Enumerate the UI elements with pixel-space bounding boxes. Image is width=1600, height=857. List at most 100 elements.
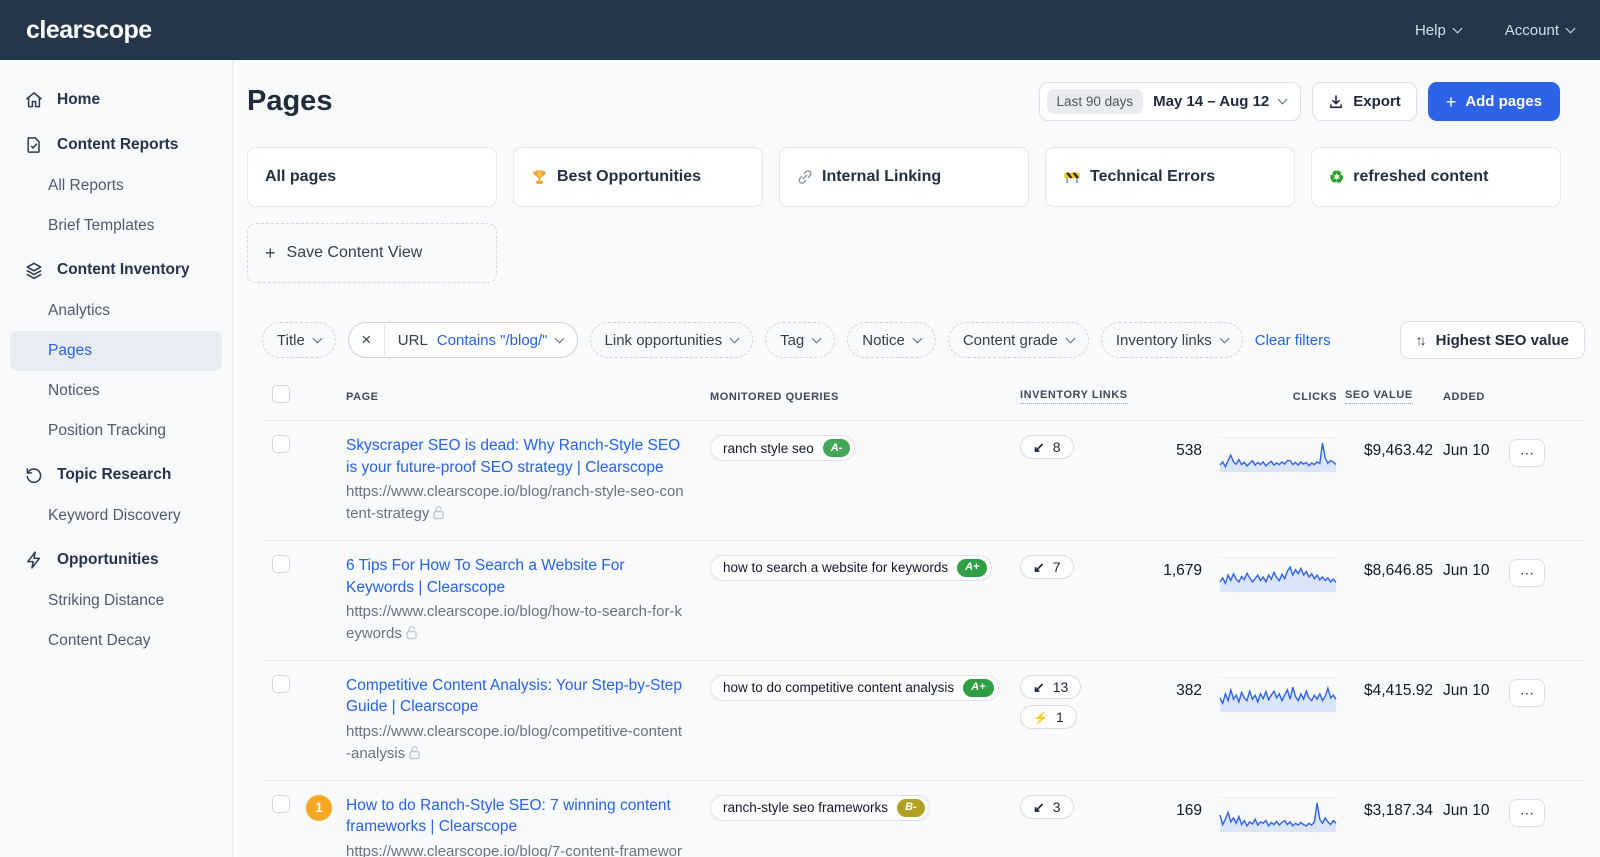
sidebar-item-content-reports[interactable]: Content Reports [0, 124, 232, 166]
inventory-links-count[interactable]: ↙ 3 [1020, 794, 1074, 819]
column-header-added[interactable]: ADDED [1443, 390, 1485, 403]
view-card-technical-errors[interactable]: Technical Errors [1045, 147, 1295, 207]
sort-label: Highest SEO value [1435, 331, 1569, 349]
filter-pill-notice[interactable]: Notice [847, 322, 936, 358]
query-text: how to search a website for keywords [723, 560, 949, 576]
monitored-query-pill[interactable]: ranch style seo A- [710, 435, 856, 462]
content-grade-badge: B- [897, 798, 925, 817]
column-header-clicks[interactable]: CLICKS [1292, 390, 1337, 403]
view-card-label: Technical Errors [1090, 168, 1216, 185]
chevron-down-icon [1277, 94, 1288, 105]
filter-pill-content-grade[interactable]: Content grade [947, 322, 1089, 358]
inventory-links-count[interactable]: ↙ 13 [1020, 674, 1082, 699]
ellipsis-icon: ⋯ [1520, 445, 1534, 461]
monitored-query-pill[interactable]: ranch-style seo frameworks B- [710, 794, 930, 821]
sidebar-item-brief-templates[interactable]: Brief Templates [48, 217, 155, 234]
column-header-monitored-queries: MONITORED QUERIES [710, 390, 839, 403]
query-text: ranch style seo [723, 440, 814, 456]
account-menu[interactable]: Account [1505, 22, 1576, 39]
inventory-links-count[interactable]: ⚡ 1 [1020, 704, 1077, 729]
bolt-icon: ⚡ [1033, 710, 1048, 725]
save-content-view-button[interactable]: + Save Content View [247, 223, 497, 283]
select-all-checkbox[interactable] [272, 385, 290, 403]
content-grade-badge: A- [822, 439, 851, 458]
chevron-down-icon [1065, 333, 1076, 343]
chevron-down-icon [554, 333, 564, 343]
page-title-link[interactable]: 6 Tips For How To Search a Website For K… [346, 556, 625, 596]
filter-pill-inventory-links[interactable]: Inventory links [1100, 322, 1243, 358]
filter-pill-title[interactable]: Title [262, 322, 336, 358]
filter-value[interactable]: Contains "/blog/" [437, 332, 577, 349]
sidebar-item-position-tracking[interactable]: Position Tracking [48, 422, 167, 439]
sidebar-item-topic-research[interactable]: Topic Research [0, 454, 232, 496]
sidebar-item-striking-distance[interactable]: Striking Distance [48, 592, 165, 609]
sidebar-item-content-decay[interactable]: Content Decay [48, 632, 151, 649]
row-checkbox[interactable] [272, 554, 290, 573]
sort-button[interactable]: ↑↓ Highest SEO value [1399, 321, 1585, 359]
row-menu-button[interactable]: ⋯ [1509, 798, 1545, 827]
unlocked-lock-icon [406, 625, 417, 640]
inbound-link-icon: ↙ [1033, 439, 1045, 455]
filter-pill-label: Tag [780, 331, 805, 349]
seo-value: $3,187.34 [1364, 801, 1433, 819]
unlocked-lock-icon [433, 506, 445, 520]
seo-value: $9,463.42 [1364, 442, 1433, 459]
link-count: 7 [1052, 558, 1061, 575]
sidebar-item-label: Content Reports [57, 136, 179, 153]
sidebar-item-opportunities[interactable]: Opportunities [0, 539, 232, 581]
filter-field-label: URL [397, 331, 428, 349]
clear-filters-link[interactable]: Clear filters [1254, 331, 1331, 349]
page-title: Pages [247, 85, 333, 117]
help-menu[interactable]: Help [1414, 21, 1463, 39]
inbound-link-icon: ↙ [1033, 558, 1045, 575]
construction-icon [1063, 169, 1081, 185]
sidebar-item-all-reports[interactable]: All Reports [48, 177, 124, 194]
inventory-links-count[interactable]: ↙ 8 [1020, 435, 1074, 459]
topic-research-icon [24, 465, 44, 485]
content-inventory-icon [24, 260, 44, 280]
app-logo[interactable]: clearscope [26, 15, 152, 44]
row-checkbox[interactable] [272, 435, 290, 453]
view-card-refreshed-content[interactable]: ♻ refreshed content [1311, 147, 1561, 207]
date-range-button[interactable]: Last 90 days May 14 – Aug 12 [1038, 82, 1302, 121]
page-title-link[interactable]: Competitive Content Analysis: Your Step-… [346, 676, 683, 716]
sidebar-item-content-inventory[interactable]: Content Inventory [0, 249, 232, 291]
column-header-seo-value[interactable]: SEO VALUE [1337, 389, 1433, 404]
row-menu-button[interactable]: ⋯ [1509, 678, 1545, 707]
sidebar-item-notices[interactable]: Notices [48, 382, 100, 399]
row-menu-button[interactable]: ⋯ [1509, 439, 1545, 467]
page-url: https://www.clearscope.io/blog/7-content… [346, 843, 682, 857]
clicks-value: 538 [1176, 442, 1202, 459]
inbound-link-icon: ↙ [1033, 798, 1045, 815]
view-card-best-opportunities[interactable]: Best Opportunities [513, 147, 763, 207]
sidebar-item-analytics[interactable]: Analytics [48, 302, 111, 319]
page-title-link[interactable]: Skyscraper SEO is dead: Why Ranch-Style … [346, 437, 681, 476]
column-header-inventory-links[interactable]: INVENTORY LINKS [1020, 389, 1160, 404]
view-card-internal-linking[interactable]: Internal Linking [779, 147, 1029, 207]
export-button[interactable]: Export [1312, 82, 1417, 121]
sidebar-item-keyword-discovery[interactable]: Keyword Discovery [48, 507, 181, 524]
page-title-link[interactable]: How to do Ranch-Style SEO: 7 winning con… [346, 796, 671, 836]
sidebar-item-home[interactable]: Home [0, 79, 232, 121]
row-checkbox[interactable] [272, 674, 290, 693]
clicks-sparkline [1219, 556, 1337, 592]
add-pages-button[interactable]: + Add pages [1427, 82, 1560, 121]
sidebar-item-label: Opportunities [57, 551, 159, 568]
row-checkbox[interactable] [272, 794, 290, 813]
chevron-down-icon [1565, 23, 1576, 33]
added-date: Jun 10 [1443, 561, 1490, 579]
monitored-query-pill[interactable]: how to search a website for keywords A+ [710, 554, 993, 582]
sidebar-item-pages[interactable]: Pages [10, 331, 222, 371]
filter-pill-link-opportunities[interactable]: Link opportunities [589, 322, 754, 358]
monitored-query-pill[interactable]: how to do competitive content analysis A… [710, 674, 999, 701]
filter-pill-label: Notice [862, 331, 905, 349]
sidebar-item-label: Home [57, 91, 101, 108]
row-menu-button[interactable]: ⋯ [1509, 558, 1545, 587]
filter-pill-tag[interactable]: Tag [765, 322, 836, 358]
content-grade-badge: A+ [963, 678, 994, 697]
inventory-links-count[interactable]: ↙ 7 [1020, 554, 1074, 579]
view-card-all-pages[interactable]: All pages [247, 147, 497, 207]
remove-filter-button[interactable]: × [349, 323, 385, 357]
view-card-label: All pages [265, 168, 337, 185]
help-label: Help [1414, 21, 1446, 39]
